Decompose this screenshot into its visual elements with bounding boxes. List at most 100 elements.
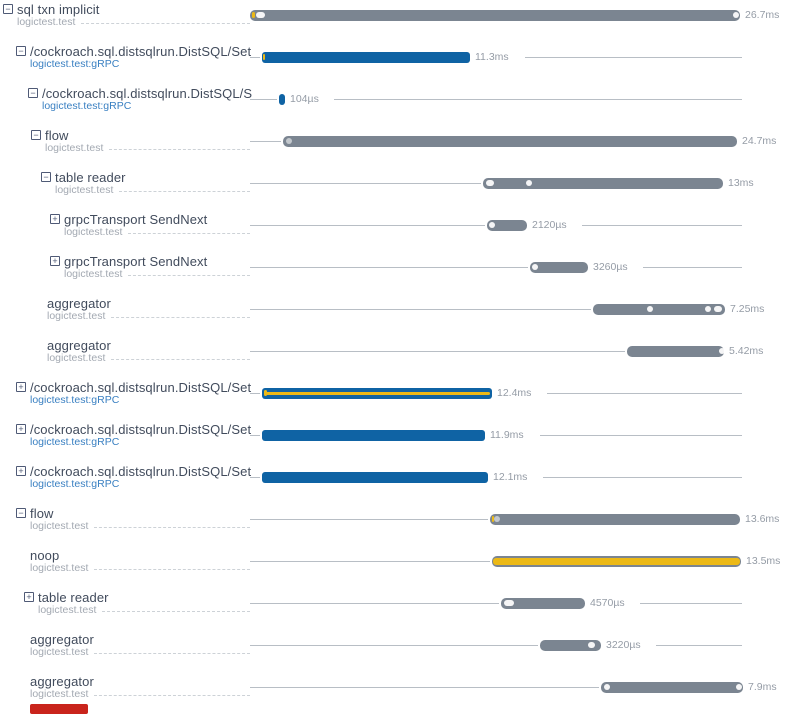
span-label[interactable]: aggregator logictest.test	[47, 296, 253, 322]
span-bar[interactable]	[530, 262, 588, 273]
span-bar[interactable]	[490, 514, 740, 525]
span-bar[interactable]	[501, 598, 585, 609]
span-sub-line: logictest.test	[30, 563, 253, 574]
collapse-icon[interactable]: −	[41, 172, 51, 182]
span-operation: logictest.test:gRPC	[30, 478, 120, 490]
span-bar[interactable]	[283, 136, 737, 147]
collapse-icon[interactable]: −	[16, 508, 26, 518]
timeline-lead-line	[250, 645, 538, 646]
span-bar[interactable]	[262, 52, 470, 63]
span-sub-line: logictest.test	[64, 227, 253, 238]
span-duration: 12.4ms	[497, 387, 532, 399]
span-name: aggregator	[47, 296, 111, 311]
span-timeline: 3260µs	[250, 252, 786, 294]
span-duration: 13.6ms	[745, 513, 780, 525]
span-event-dot	[263, 54, 265, 60]
trace-span-row[interactable]: − sql txn implicit logictest.test 26.7ms	[0, 0, 786, 42]
timeline-trail-line	[539, 435, 742, 436]
span-bar[interactable]	[593, 304, 725, 315]
connector-dashes	[109, 148, 250, 150]
expand-icon[interactable]: +	[50, 214, 60, 224]
span-label[interactable]: + grpcTransport SendNext logictest.test	[50, 212, 253, 238]
span-bar[interactable]	[601, 682, 743, 693]
expand-icon[interactable]: +	[16, 382, 26, 392]
timeline-lead-line	[250, 57, 260, 58]
span-label[interactable]: − table reader logictest.test	[41, 170, 253, 196]
span-label[interactable]: + /cockroach.sql.distsqlrun.DistSQL/Set …	[16, 380, 253, 406]
trace-span-row[interactable]: + /cockroach.sql.distsqlrun.DistSQL/Set …	[0, 420, 786, 462]
trace-span-row[interactable]: − /cockroach.sql.distsqlrun.DistSQL/Set …	[0, 42, 786, 84]
span-label[interactable]: + /cockroach.sql.distsqlrun.DistSQL/Set …	[16, 464, 253, 490]
collapse-icon[interactable]: −	[31, 130, 41, 140]
trace-span-row[interactable]: noop logictest.test 13.5ms	[0, 546, 786, 588]
timeline-trail-line	[546, 393, 742, 394]
span-bar[interactable]	[492, 556, 741, 567]
span-label[interactable]: − /cockroach.sql.distsqlrun.DistSQL/Set …	[16, 44, 253, 70]
span-text: grpcTransport SendNext logictest.test	[64, 254, 253, 280]
span-timeline: 5.42ms	[250, 336, 786, 378]
span-bar[interactable]	[483, 178, 723, 189]
expand-icon[interactable]: +	[16, 466, 26, 476]
span-label[interactable]: − /cockroach.sql.distsqlrun.DistSQL/S lo…	[28, 86, 253, 112]
trace-span-row[interactable]: + /cockroach.sql.distsqlrun.DistSQL/Set …	[0, 378, 786, 420]
trace-span-row[interactable]: aggregator logictest.test 3220µs	[0, 630, 786, 672]
span-bar[interactable]	[262, 472, 488, 483]
span-name: sql txn implicit	[17, 2, 100, 17]
span-duration: 11.3ms	[475, 51, 509, 63]
trace-span-row[interactable]: aggregator logictest.test 7.9ms	[0, 672, 786, 714]
span-timeline: 7.25ms	[250, 294, 786, 336]
trace-span-row[interactable]: − table reader logictest.test 13ms	[0, 168, 786, 210]
span-sub-line: logictest.test	[38, 605, 253, 616]
span-duration: 13.5ms	[746, 555, 781, 567]
span-bar[interactable]	[540, 640, 601, 651]
expand-icon[interactable]: +	[24, 592, 34, 602]
span-event-dot	[264, 390, 267, 396]
span-timeline: 13.5ms	[250, 546, 786, 588]
span-bar[interactable]	[487, 220, 527, 231]
span-sub-line: logictest.test	[47, 353, 253, 364]
span-label[interactable]: aggregator logictest.test	[30, 674, 253, 700]
span-sub-line: logictest.test:gRPC	[30, 59, 253, 70]
span-timeline: 7.9ms	[250, 672, 786, 714]
span-label[interactable]: aggregator logictest.test	[47, 338, 253, 364]
trace-span-row[interactable]: + grpcTransport SendNext logictest.test …	[0, 210, 786, 252]
span-text: aggregator logictest.test	[47, 338, 253, 364]
trace-span-row[interactable]: − flow logictest.test 13.6ms	[0, 504, 786, 546]
span-label[interactable]: − sql txn implicit logictest.test	[3, 2, 253, 28]
timeline-lead-line	[250, 225, 485, 226]
timeline-lead-line	[250, 687, 599, 688]
expand-icon[interactable]: +	[16, 424, 26, 434]
span-bar[interactable]	[262, 430, 485, 441]
span-label[interactable]: − flow logictest.test	[31, 128, 253, 154]
span-label[interactable]: + table reader logictest.test	[24, 590, 253, 616]
collapse-icon[interactable]: −	[3, 4, 13, 14]
span-label[interactable]: + grpcTransport SendNext logictest.test	[50, 254, 253, 280]
span-label[interactable]: noop logictest.test	[30, 548, 253, 574]
collapse-icon[interactable]: −	[28, 88, 38, 98]
span-label[interactable]: + /cockroach.sql.distsqlrun.DistSQL/Set …	[16, 422, 253, 448]
trace-span-row[interactable]: + grpcTransport SendNext logictest.test …	[0, 252, 786, 294]
span-bar[interactable]	[262, 388, 492, 399]
trace-span-row[interactable]: aggregator logictest.test 7.25ms	[0, 294, 786, 336]
span-label[interactable]: − flow logictest.test	[16, 506, 253, 532]
collapse-icon[interactable]: −	[16, 46, 26, 56]
timeline-lead-line	[250, 477, 260, 478]
trace-span-row[interactable]: − /cockroach.sql.distsqlrun.DistSQL/S lo…	[0, 84, 786, 126]
connector-dashes	[102, 610, 250, 612]
span-name: /cockroach.sql.distsqlrun.DistSQL/Set	[30, 44, 252, 59]
span-timeline: 13.6ms	[250, 504, 786, 546]
trace-span-row[interactable]: aggregator logictest.test 5.42ms	[0, 336, 786, 378]
span-duration: 3260µs	[593, 261, 628, 273]
trace-span-row[interactable]: − flow logictest.test 24.7ms	[0, 126, 786, 168]
span-bar[interactable]	[627, 346, 724, 357]
span-text: flow logictest.test	[30, 506, 253, 532]
span-label[interactable]: aggregator logictest.test	[30, 632, 253, 658]
connector-dashes	[94, 526, 250, 528]
span-name: /cockroach.sql.distsqlrun.DistSQL/S	[42, 86, 253, 101]
span-operation: logictest.test:gRPC	[30, 436, 120, 448]
trace-span-row[interactable]: + /cockroach.sql.distsqlrun.DistSQL/Set …	[0, 462, 786, 504]
span-bar[interactable]	[279, 94, 285, 105]
expand-icon[interactable]: +	[50, 256, 60, 266]
span-bar[interactable]	[250, 10, 740, 21]
trace-span-row[interactable]: + table reader logictest.test 4570µs	[0, 588, 786, 630]
